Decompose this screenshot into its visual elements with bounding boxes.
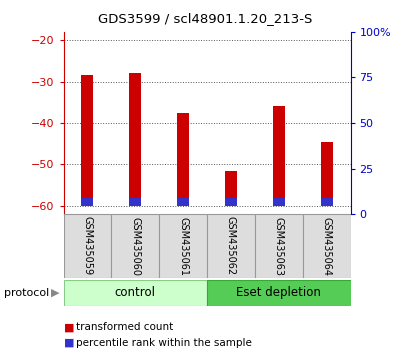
Bar bbox=[63, 280, 207, 306]
Text: ▶: ▶ bbox=[51, 288, 59, 298]
Bar bbox=[177, 198, 189, 206]
Bar bbox=[320, 142, 332, 206]
Bar bbox=[81, 198, 93, 206]
Bar bbox=[320, 198, 332, 206]
Bar bbox=[272, 107, 284, 206]
Text: Eset depletion: Eset depletion bbox=[236, 286, 321, 299]
Bar bbox=[207, 280, 350, 306]
Text: control: control bbox=[115, 286, 155, 299]
Bar bbox=[159, 214, 207, 278]
Text: ■: ■ bbox=[63, 322, 74, 332]
Bar bbox=[207, 214, 254, 278]
Text: GDS3599 / scl48901.1.20_213-S: GDS3599 / scl48901.1.20_213-S bbox=[98, 12, 311, 25]
Bar bbox=[81, 75, 93, 206]
Text: GSM435061: GSM435061 bbox=[178, 217, 188, 275]
Bar bbox=[63, 214, 111, 278]
Bar bbox=[272, 198, 284, 206]
Bar bbox=[129, 73, 141, 206]
Bar bbox=[302, 214, 350, 278]
Text: GSM435059: GSM435059 bbox=[82, 216, 92, 276]
Text: ■: ■ bbox=[63, 338, 74, 348]
Bar bbox=[225, 171, 236, 206]
Bar bbox=[111, 214, 159, 278]
Text: percentile rank within the sample: percentile rank within the sample bbox=[76, 338, 251, 348]
Bar bbox=[177, 113, 189, 206]
Text: GSM435064: GSM435064 bbox=[321, 217, 331, 275]
Bar bbox=[225, 198, 236, 206]
Text: GSM435063: GSM435063 bbox=[273, 217, 283, 275]
Bar bbox=[254, 214, 302, 278]
Text: GSM435060: GSM435060 bbox=[130, 217, 140, 275]
Text: protocol: protocol bbox=[4, 288, 49, 298]
Text: GSM435062: GSM435062 bbox=[225, 216, 236, 276]
Text: transformed count: transformed count bbox=[76, 322, 173, 332]
Bar bbox=[129, 198, 141, 206]
